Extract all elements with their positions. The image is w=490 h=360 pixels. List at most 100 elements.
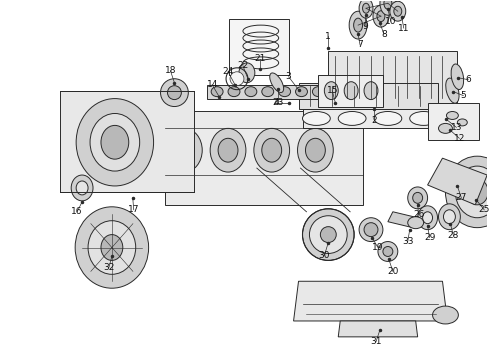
- Polygon shape: [165, 111, 363, 205]
- Ellipse shape: [76, 181, 88, 195]
- Text: 30: 30: [318, 251, 330, 260]
- Bar: [229, 19, 289, 75]
- Ellipse shape: [320, 227, 336, 243]
- Ellipse shape: [439, 204, 460, 230]
- Ellipse shape: [210, 129, 246, 172]
- Ellipse shape: [433, 306, 458, 324]
- Ellipse shape: [168, 86, 181, 100]
- Ellipse shape: [167, 129, 202, 172]
- Ellipse shape: [270, 73, 284, 93]
- Ellipse shape: [466, 179, 488, 205]
- Text: 19: 19: [372, 243, 384, 252]
- Text: 33: 33: [402, 237, 414, 246]
- Ellipse shape: [302, 209, 354, 260]
- Ellipse shape: [446, 112, 458, 120]
- Ellipse shape: [374, 112, 402, 125]
- Polygon shape: [294, 281, 447, 321]
- Text: 14: 14: [206, 80, 218, 89]
- Text: 9: 9: [362, 22, 368, 31]
- Text: 12: 12: [454, 134, 465, 143]
- Ellipse shape: [101, 125, 129, 159]
- Ellipse shape: [254, 129, 290, 172]
- Text: 15: 15: [326, 86, 338, 95]
- Ellipse shape: [338, 112, 366, 125]
- Polygon shape: [328, 51, 457, 103]
- Text: 32: 32: [103, 263, 115, 272]
- Ellipse shape: [390, 1, 406, 21]
- Polygon shape: [388, 212, 417, 228]
- Text: 22: 22: [237, 61, 248, 70]
- Polygon shape: [303, 108, 457, 129]
- Ellipse shape: [354, 18, 363, 32]
- Ellipse shape: [455, 166, 490, 218]
- Text: 21: 21: [254, 54, 266, 63]
- Text: 23: 23: [272, 98, 283, 107]
- Polygon shape: [428, 158, 487, 205]
- Ellipse shape: [245, 87, 257, 96]
- Ellipse shape: [344, 82, 358, 100]
- Ellipse shape: [262, 87, 274, 96]
- Ellipse shape: [364, 82, 378, 100]
- Ellipse shape: [228, 87, 240, 96]
- Text: 1: 1: [325, 32, 331, 41]
- Text: 16: 16: [72, 207, 83, 216]
- Ellipse shape: [383, 247, 393, 256]
- Bar: [207, 85, 336, 99]
- Text: 13: 13: [451, 123, 462, 132]
- Ellipse shape: [239, 63, 255, 83]
- Ellipse shape: [161, 79, 188, 107]
- Ellipse shape: [295, 87, 307, 96]
- Ellipse shape: [445, 156, 490, 228]
- Text: 6: 6: [466, 75, 471, 84]
- Text: 8: 8: [381, 30, 387, 39]
- Ellipse shape: [75, 207, 148, 288]
- Bar: [428, 103, 479, 140]
- Ellipse shape: [174, 138, 195, 162]
- Ellipse shape: [230, 72, 244, 86]
- Ellipse shape: [297, 129, 333, 172]
- Ellipse shape: [88, 221, 136, 274]
- Ellipse shape: [408, 187, 428, 209]
- Text: 17: 17: [128, 205, 140, 214]
- Polygon shape: [60, 91, 195, 192]
- Ellipse shape: [373, 5, 389, 27]
- Text: 3: 3: [286, 72, 292, 81]
- Ellipse shape: [408, 217, 424, 229]
- Ellipse shape: [359, 0, 373, 18]
- Ellipse shape: [359, 218, 383, 242]
- Text: 24: 24: [222, 67, 234, 76]
- Text: 7: 7: [357, 40, 363, 49]
- Ellipse shape: [457, 119, 467, 126]
- Text: 2: 2: [371, 116, 377, 125]
- Ellipse shape: [349, 11, 367, 39]
- Ellipse shape: [443, 210, 455, 224]
- Ellipse shape: [211, 87, 223, 96]
- Ellipse shape: [394, 6, 402, 16]
- Ellipse shape: [410, 112, 438, 125]
- Ellipse shape: [313, 87, 324, 96]
- Text: 20: 20: [387, 267, 398, 276]
- Ellipse shape: [262, 138, 282, 162]
- Text: 18: 18: [165, 66, 176, 75]
- Ellipse shape: [324, 82, 338, 100]
- Ellipse shape: [378, 242, 398, 261]
- Text: 10: 10: [385, 17, 396, 26]
- Text: 5: 5: [461, 91, 466, 100]
- Text: 26: 26: [413, 210, 424, 219]
- Bar: [318, 75, 383, 107]
- Ellipse shape: [279, 87, 291, 96]
- Ellipse shape: [446, 78, 459, 103]
- Ellipse shape: [310, 216, 347, 253]
- Text: 11: 11: [398, 24, 410, 33]
- Ellipse shape: [302, 112, 330, 125]
- Text: 28: 28: [448, 231, 459, 240]
- Text: 29: 29: [424, 233, 435, 242]
- Ellipse shape: [439, 123, 452, 133]
- Ellipse shape: [422, 212, 433, 224]
- Ellipse shape: [218, 138, 238, 162]
- Ellipse shape: [71, 175, 93, 201]
- Ellipse shape: [417, 206, 438, 230]
- Ellipse shape: [90, 113, 140, 171]
- Ellipse shape: [451, 64, 464, 90]
- Ellipse shape: [384, 0, 392, 9]
